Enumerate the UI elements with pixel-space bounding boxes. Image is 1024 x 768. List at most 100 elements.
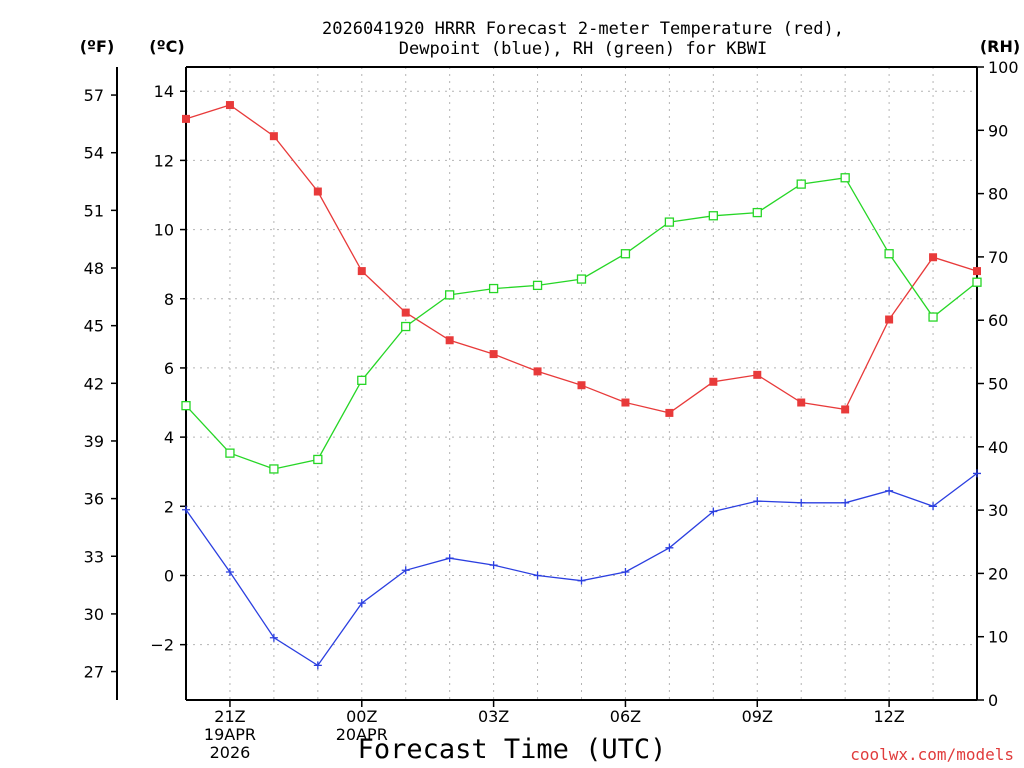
fahrenheit-tick-label: 36 <box>84 490 104 509</box>
rh-tick-label: 40 <box>988 438 1008 457</box>
temperature-point <box>577 381 586 390</box>
time-tick-label: 09Z <box>742 707 773 726</box>
chart-title-line2: Dewpoint (blue), RH (green) for KBWI <box>399 39 767 59</box>
temperature-series <box>182 101 981 417</box>
temperature-point <box>709 377 718 386</box>
rh-point <box>313 454 323 465</box>
temperature-point <box>885 315 894 324</box>
time-tick-label: 21Z <box>214 707 245 726</box>
time-tick-label: 03Z <box>478 707 509 726</box>
rh-point <box>488 283 499 294</box>
temperature-point <box>797 398 806 407</box>
rh-point <box>181 401 191 411</box>
temperature-point <box>269 132 278 141</box>
dewpoint-point <box>313 661 322 670</box>
fahrenheit-tick-label: 51 <box>84 201 104 220</box>
rh-tick-label: 90 <box>988 121 1008 140</box>
rh-tick-label: 30 <box>988 501 1008 520</box>
rh-point <box>840 173 850 183</box>
x-axis-title: Forecast Time (UTC) <box>358 734 667 765</box>
temperature-point <box>929 253 938 262</box>
rh-unit-label: (RH) <box>980 37 1020 56</box>
temperature-point <box>182 114 190 123</box>
rh-point <box>225 448 235 458</box>
time-tick-label: 06Z <box>610 707 641 726</box>
temperature-point <box>445 336 454 345</box>
celsius-tick-label: 12 <box>154 151 174 170</box>
temperature-point <box>401 308 410 317</box>
dewpoint-series <box>182 469 981 670</box>
fahrenheit-tick-label: 33 <box>84 547 104 566</box>
celsius-tick-label: 0 <box>164 566 174 585</box>
dewpoint-point <box>621 568 630 577</box>
temperature-point <box>973 267 981 276</box>
gridlines <box>185 67 978 700</box>
dewpoint-point <box>269 633 278 642</box>
dewpoint-point <box>401 566 410 575</box>
temperature-point <box>841 405 850 414</box>
time-tick-label: 20APR <box>336 725 388 744</box>
fahrenheit-tick-label: 54 <box>84 144 104 163</box>
rh-point <box>532 280 543 291</box>
fahrenheit-tick-label: 42 <box>84 374 104 393</box>
series-layer <box>181 101 982 670</box>
dewpoint-point <box>182 505 190 514</box>
dewpoint-point <box>445 554 454 563</box>
celsius-tick-label: −2 <box>150 636 174 655</box>
celsius-tick-label: 10 <box>154 221 174 240</box>
fahrenheit-axis: 27 30 33 36 39 42 45 48 51 54 57 <box>84 67 118 700</box>
rh-point <box>796 179 806 189</box>
credit-text: coolwx.com/models <box>850 745 1014 764</box>
temperature-point <box>753 370 762 379</box>
rh-tick-label: 50 <box>988 375 1008 394</box>
rh-point <box>752 207 762 218</box>
rh-point <box>972 277 982 287</box>
celsius-tick-label: 6 <box>164 359 174 378</box>
dewpoint-point <box>841 498 850 507</box>
dewpoint-point <box>665 543 674 552</box>
rh-tick-label: 80 <box>988 185 1008 204</box>
rh-point <box>664 217 675 227</box>
temperature-point <box>621 398 630 407</box>
rh-point <box>445 290 455 300</box>
dewpoint-point <box>577 576 586 585</box>
fahrenheit-tick-label: 57 <box>84 86 104 105</box>
celsius-tick-label: 8 <box>164 290 174 309</box>
rh-point <box>620 249 631 259</box>
temperature-point <box>357 267 366 276</box>
dewpoint-point <box>489 561 498 570</box>
rh-tick-label: 70 <box>988 248 1008 267</box>
celsius-tick-label: 4 <box>164 428 174 447</box>
fahrenheit-tick-label: 45 <box>84 317 104 336</box>
rh-point <box>269 464 279 474</box>
rh-point <box>884 249 894 259</box>
rh-point <box>928 312 938 322</box>
time-tick-label: 12Z <box>873 707 904 726</box>
temperature-point <box>533 367 542 376</box>
rh-point <box>708 211 718 221</box>
rh-point <box>357 375 367 385</box>
fahrenheit-tick-label: 48 <box>84 259 104 278</box>
rh-axis: 0 10 20 30 40 50 60 70 80 90 100 <box>977 58 1019 710</box>
temperature-point <box>313 187 322 196</box>
fahrenheit-unit-label: (ºF) <box>80 37 115 56</box>
dewpoint-point <box>885 486 894 495</box>
rh-tick-label: 0 <box>988 691 998 710</box>
rh-point <box>576 274 587 284</box>
temperature-point <box>665 408 674 417</box>
dewpoint-point <box>797 498 806 507</box>
celsius-axis: −2 0 2 4 6 8 10 12 14 <box>150 82 186 655</box>
celsius-unit-label: (ºC) <box>149 37 184 56</box>
temperature-point <box>225 101 234 110</box>
fahrenheit-tick-label: 39 <box>84 432 104 451</box>
rh-series <box>181 173 982 474</box>
dewpoint-point <box>225 568 234 577</box>
celsius-tick-label: 14 <box>154 82 174 101</box>
dewpoint-point <box>753 497 762 506</box>
rh-point <box>401 321 411 332</box>
dewpoint-point <box>357 599 366 608</box>
chart-title-line1: 2026041920 HRRR Forecast 2-meter Tempera… <box>322 19 844 39</box>
rh-tick-label: 10 <box>988 628 1008 647</box>
